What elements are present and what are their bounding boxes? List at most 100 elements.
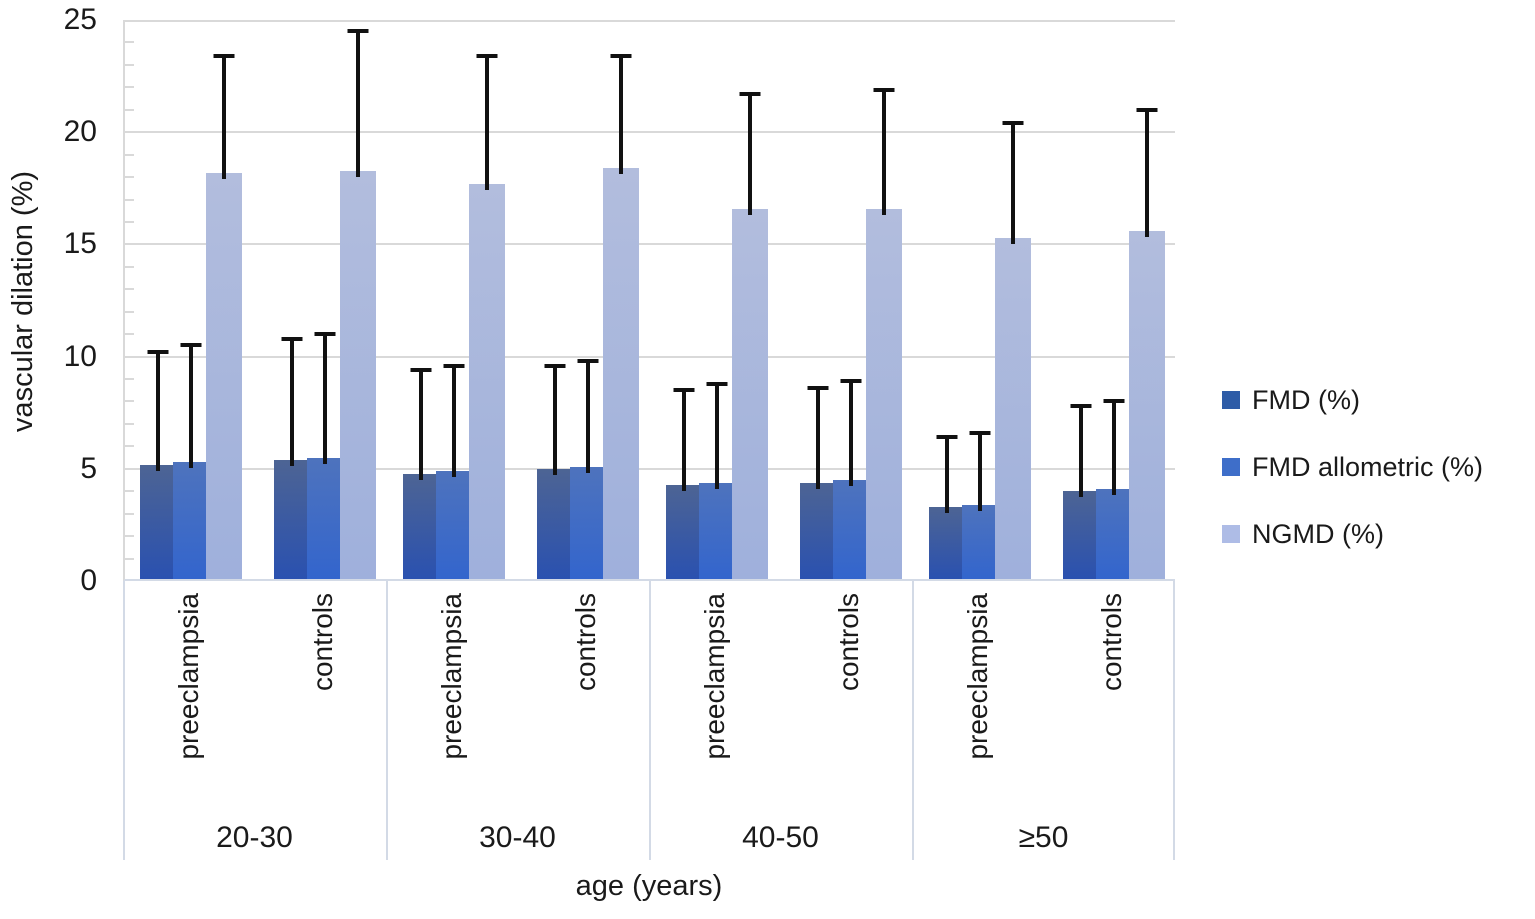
error-bar-cap-ngmd-20-30-controls	[347, 29, 369, 34]
group-separator	[649, 581, 651, 860]
y-axis-minor-tick	[125, 63, 134, 66]
bar-slot-fmd-allometric	[570, 20, 606, 579]
error-bar-cap-ngmd-50-controls	[1136, 107, 1158, 112]
error-bar-fmd-20-30-preeclampsia	[156, 350, 160, 471]
error-bar-fmd-allometric-50-controls	[1112, 399, 1116, 496]
bar-cluster-30-40-preeclampsia	[403, 20, 505, 579]
bar-cluster-40-50-controls	[800, 20, 902, 579]
bar-slot-fmd	[929, 20, 965, 579]
y-axis-minor-tick	[125, 86, 134, 89]
bar-ngmd-40-50-controls	[866, 208, 902, 579]
y-axis-minor-tick	[125, 265, 134, 268]
error-bar-fmd-40-50-preeclampsia	[682, 388, 686, 491]
bar-fmd-50-preeclampsia	[929, 507, 965, 579]
error-bar-ngmd-40-50-controls	[882, 87, 886, 215]
error-bar-ngmd-40-50-preeclampsia	[748, 92, 752, 215]
legend-item-fmd-allometric: FMD allometric (%)	[1222, 453, 1483, 481]
bar-fmd-allometric-20-30-controls	[307, 457, 343, 579]
y-axis-minor-tick	[125, 512, 134, 515]
y-axis-minor-tick	[125, 378, 134, 381]
gridline-15	[125, 243, 1175, 246]
subcategory-label-20-30-preeclampsia: preeclampsia	[173, 593, 204, 760]
error-bar-cap-ngmd-40-50-controls	[873, 87, 895, 92]
bar-slot-fmd	[274, 20, 310, 579]
bar-ngmd-30-40-controls	[603, 168, 639, 579]
y-axis-minor-tick	[125, 310, 134, 313]
bar-slot-fmd	[1063, 20, 1099, 579]
bar-slot-fmd-allometric	[699, 20, 735, 579]
y-axis-minor-tick	[125, 108, 134, 111]
bar-slot-fmd-allometric	[173, 20, 209, 579]
bar-slot-fmd-allometric	[307, 20, 343, 579]
subcategory-label-50-preeclampsia: preeclampsia	[962, 593, 993, 760]
error-bar-fmd-allometric-30-40-controls	[586, 359, 590, 473]
bar-fmd-20-30-controls	[274, 460, 310, 579]
error-bar-ngmd-20-30-controls	[356, 29, 360, 177]
bar-ngmd-30-40-preeclampsia	[469, 184, 505, 579]
y-axis-minor-tick	[125, 198, 134, 201]
y-tick-label-15: 15	[63, 227, 97, 261]
error-bar-cap-fmd-30-40-controls	[544, 363, 566, 368]
error-bar-fmd-allometric-20-30-controls	[323, 332, 327, 464]
bar-fmd-50-controls	[1063, 491, 1099, 579]
subcategory-label-50-controls: controls	[1096, 593, 1127, 692]
y-axis-minor-tick	[125, 490, 134, 493]
legend-swatch-fmd	[1222, 391, 1240, 409]
error-bar-cap-fmd-allometric-50-controls	[1103, 399, 1125, 404]
error-bar-cap-fmd-allometric-30-40-controls	[577, 359, 599, 364]
error-bar-cap-fmd-allometric-20-30-controls	[314, 332, 336, 337]
bar-slot-fmd-allometric	[833, 20, 869, 579]
group-label-50: ≥50	[1018, 821, 1069, 854]
error-bar-ngmd-30-40-controls	[619, 53, 623, 175]
bar-cluster-20-30-preeclampsia	[140, 20, 242, 579]
y-axis-minor-tick	[125, 333, 134, 336]
error-bar-fmd-30-40-preeclampsia	[419, 368, 423, 480]
legend-swatch-fmd-allometric	[1222, 458, 1240, 476]
bar-cluster-40-50-preeclampsia	[666, 20, 768, 579]
bar-fmd-30-40-preeclampsia	[403, 473, 439, 579]
bar-fmd-allometric-20-30-preeclampsia	[173, 462, 209, 579]
error-bar-fmd-allometric-40-50-controls	[849, 379, 853, 487]
error-bar-cap-fmd-allometric-50-preeclampsia	[969, 430, 991, 435]
y-axis-minor-tick	[125, 220, 134, 223]
error-bar-ngmd-30-40-preeclampsia	[485, 53, 489, 191]
bar-slot-ngmd	[995, 20, 1031, 579]
error-bar-cap-ngmd-20-30-preeclampsia	[213, 53, 235, 58]
bar-cluster-20-30-controls	[274, 20, 376, 579]
error-bar-cap-fmd-40-50-preeclampsia	[673, 388, 695, 393]
subcategory-label-40-50-controls: controls	[833, 593, 864, 692]
error-bar-fmd-allometric-20-30-preeclampsia	[189, 343, 193, 469]
y-tick-label-20: 20	[63, 115, 97, 149]
legend: FMD (%) FMD allometric (%) NGMD (%)	[1222, 386, 1483, 587]
group-label-40-50: 40-50	[742, 821, 819, 854]
error-bar-cap-fmd-allometric-30-40-preeclampsia	[443, 363, 465, 368]
legend-item-fmd: FMD (%)	[1222, 386, 1483, 414]
bar-slot-fmd	[800, 20, 836, 579]
bar-slot-ngmd	[603, 20, 639, 579]
error-bar-ngmd-20-30-preeclampsia	[222, 53, 226, 179]
error-bar-cap-ngmd-30-40-controls	[610, 53, 632, 58]
bar-cluster-50-preeclampsia	[929, 20, 1031, 579]
bar-slot-fmd-allometric	[436, 20, 472, 579]
gridline-5	[125, 467, 1175, 470]
error-bar-cap-ngmd-50-preeclampsia	[1002, 121, 1024, 126]
bar-fmd-allometric-40-50-controls	[833, 480, 869, 579]
y-axis-minor-tick	[125, 535, 134, 538]
bar-slot-ngmd	[866, 20, 902, 579]
gridline-20	[125, 131, 1175, 134]
bar-cluster-30-40-controls	[537, 20, 639, 579]
error-bar-cap-fmd-40-50-controls	[807, 386, 829, 391]
bar-ngmd-50-controls	[1129, 231, 1165, 579]
y-axis-title: vascular dilation (%)	[7, 170, 39, 432]
y-tick-label-0: 0	[80, 564, 97, 597]
bar-fmd-20-30-preeclampsia	[140, 464, 176, 579]
y-axis-minor-tick	[125, 422, 134, 425]
gridline-25	[125, 20, 1175, 22]
error-bar-cap-ngmd-30-40-preeclampsia	[476, 53, 498, 58]
x-axis-title: age (years)	[575, 870, 723, 902]
error-bar-cap-fmd-50-controls	[1070, 403, 1092, 408]
bar-ngmd-20-30-preeclampsia	[206, 172, 242, 579]
legend-label-fmd-allometric: FMD allometric (%)	[1252, 452, 1484, 482]
group-label-30-40: 30-40	[479, 821, 556, 854]
